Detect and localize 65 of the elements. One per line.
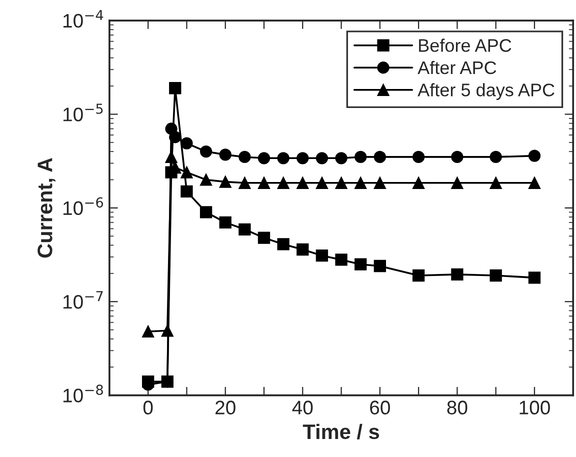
y-tick-label: 10$^{−7}$ [63,291,103,309]
point [200,145,212,158]
y-axis-title: Current, A [38,158,56,258]
point [200,206,212,218]
point [200,174,212,186]
point [277,238,290,250]
point [258,176,270,189]
point [490,150,502,164]
x-tick-label: 80 [447,400,468,414]
point [219,148,232,161]
point [374,260,386,272]
x-tick-label: 60 [370,400,390,414]
point [412,269,425,282]
point [142,376,154,388]
point [354,258,367,270]
x-tick-label: 40 [292,400,313,414]
point [354,176,367,189]
point [374,176,386,189]
y-tick-label: 10$^{−5}$ [63,104,103,122]
x-tick-label: 100 [520,400,550,414]
point [296,176,309,189]
point [258,152,270,164]
point [277,176,290,189]
point [238,176,251,189]
point [528,150,541,162]
point [161,376,174,388]
point [238,223,251,236]
point [354,150,367,164]
point [277,152,290,164]
x-tick-label: 0 [143,400,153,414]
point [335,152,348,164]
point [316,176,328,189]
y-tick-label: 10$^{−4}$ [63,10,104,28]
point [296,152,309,164]
y-tick-label: 10$^{−8}$ [63,384,103,402]
point [316,152,328,164]
point [296,243,309,256]
point [451,150,464,164]
point [412,176,425,189]
point [335,254,348,266]
y-tick-label: 10$^{−6}$ [63,197,104,216]
point [169,82,182,94]
point [451,268,464,281]
point [142,325,154,338]
point [451,176,464,189]
point [316,250,328,262]
point [180,185,193,198]
legend-label: After APC [418,60,496,74]
point [180,137,193,150]
point [412,150,425,164]
point [490,176,502,189]
point [528,176,541,189]
point [219,216,232,229]
point [374,150,386,164]
point [528,272,541,284]
point [258,232,270,244]
legend-label: After 5 days APC [418,83,554,100]
x-tick-label: 20 [216,400,236,414]
x-axis-title: Time / s [302,424,380,440]
point [335,176,348,189]
point [165,166,178,178]
legend-label: Before APC [419,38,512,52]
point [219,176,232,188]
point [490,269,502,282]
point [238,150,251,164]
